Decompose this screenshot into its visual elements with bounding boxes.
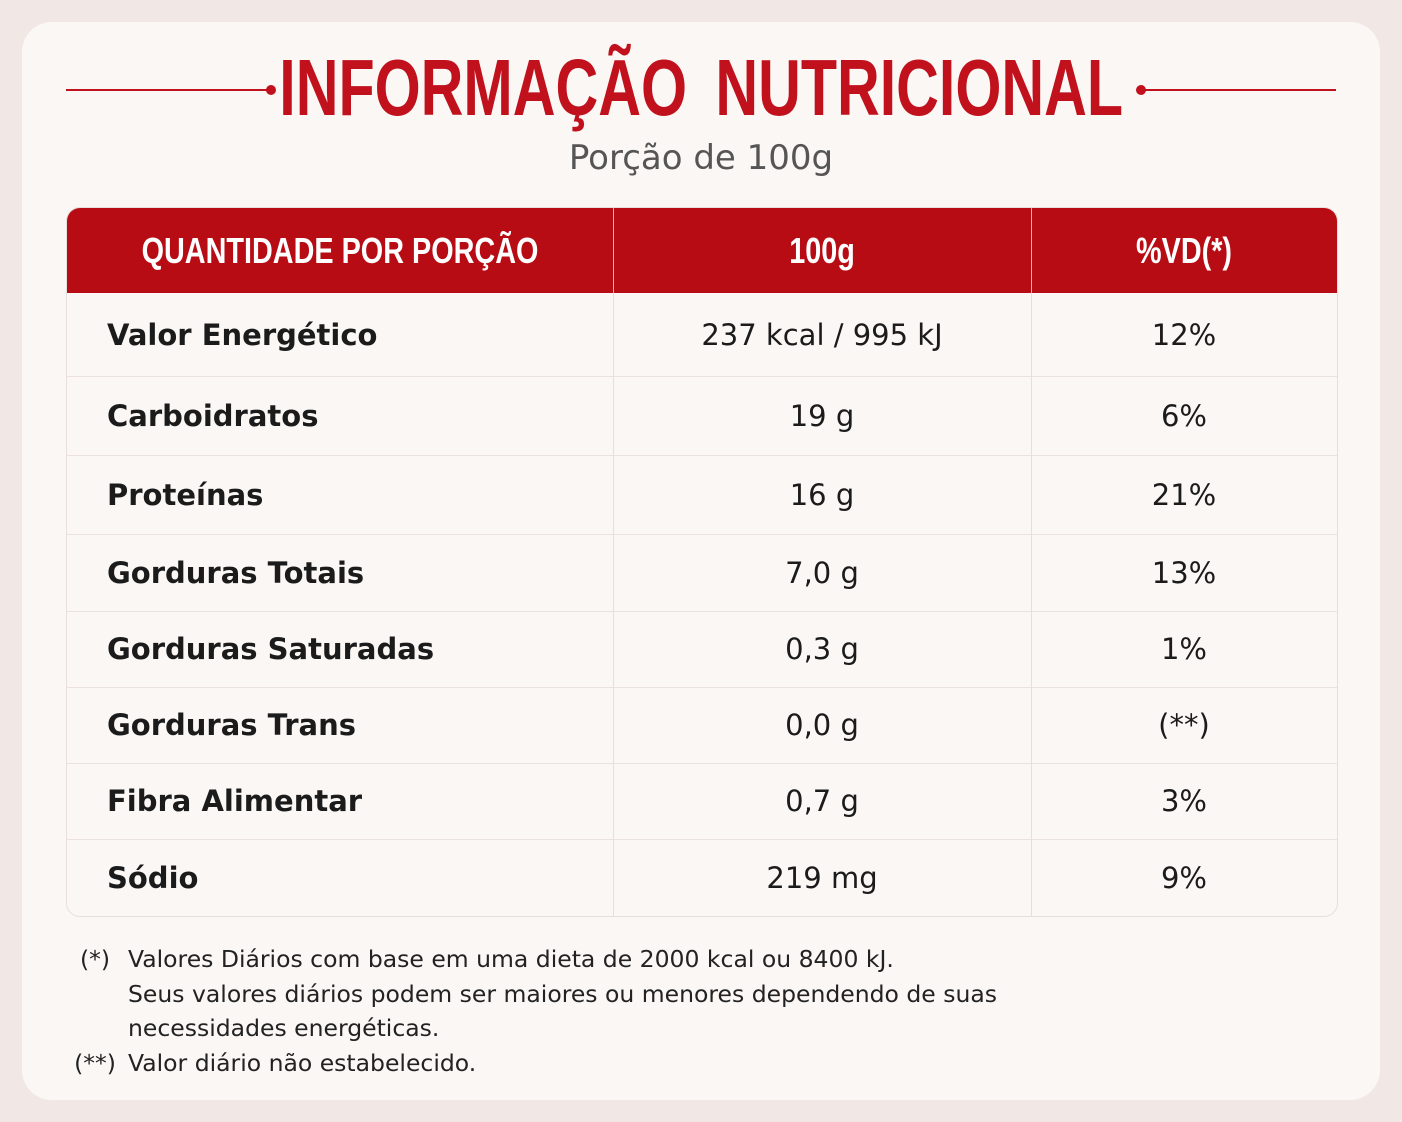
- nutrient-label: Fibra Alimentar: [107, 784, 363, 818]
- daily-value: 3%: [1160, 784, 1207, 818]
- subtitle: Porção de 100g: [568, 138, 834, 178]
- row-divider: [67, 534, 1337, 535]
- amount: 0,3 g: [785, 632, 859, 666]
- nutrient-label: Gorduras Saturadas: [107, 632, 435, 666]
- footnote-text: Valores Diários com base em uma dieta de…: [128, 945, 894, 973]
- amount: 19 g: [789, 398, 855, 433]
- row-divider: [67, 839, 1337, 840]
- title-rule: [66, 89, 270, 91]
- amount: 0,0 g: [785, 708, 859, 742]
- row-divider: [67, 455, 1337, 456]
- header-text: %VD(*): [1135, 230, 1232, 271]
- daily-value: 21%: [1151, 477, 1217, 512]
- footnote-marker: (**): [74, 1048, 116, 1077]
- amount: 237 kcal / 995 kJ: [701, 317, 943, 352]
- daily-value: (**): [1158, 708, 1210, 742]
- nutrient-label: Carboidratos: [107, 398, 319, 433]
- title-rule: [1140, 89, 1336, 91]
- header-divider: [613, 208, 614, 293]
- header-text: QUANTIDADE POR PORÇÃO: [141, 230, 539, 271]
- header-cell: 100g: [613, 208, 1031, 293]
- nutrient-label: Valor Energético: [107, 317, 378, 352]
- daily-value: 13%: [1151, 555, 1217, 590]
- amount: 219 mg: [766, 860, 878, 895]
- row-divider: [67, 687, 1337, 688]
- header-text: 100g: [789, 230, 855, 271]
- daily-value: 12%: [1151, 317, 1217, 352]
- footnote-marker: (*): [79, 945, 111, 973]
- nutrient-label: Gorduras Totais: [107, 555, 365, 590]
- header-cell: QUANTIDADE POR PORÇÃO: [67, 208, 613, 293]
- nutrient-label: Sódio: [107, 860, 199, 895]
- nutrition-table: QUANTIDADE POR PORÇÃO 100g %VD(*) Valor Ene…: [66, 207, 1338, 917]
- daily-value: 9%: [1160, 860, 1207, 895]
- amount: 16 g: [789, 477, 855, 512]
- nutrient-label: Proteínas: [107, 477, 264, 512]
- title: INFORMAÇÃO NUTRICIONAL: [0, 42, 1402, 134]
- row-divider: [67, 611, 1337, 612]
- title-text: INFORMAÇÃO NUTRICIONAL: [279, 43, 1123, 132]
- daily-value: 6%: [1160, 398, 1207, 433]
- nutrient-label: Gorduras Trans: [107, 708, 357, 742]
- amount: 0,7 g: [785, 784, 859, 818]
- column-divider: [1031, 208, 1032, 916]
- title-dot: [266, 85, 276, 95]
- footnote-text: Seus valores diários podem ser maiores o…: [128, 979, 998, 1008]
- footnote-text: necessidades energéticas.: [128, 1014, 440, 1042]
- footnote-text: Valor diário não estabelecido.: [128, 1048, 477, 1077]
- header-divider: [1031, 208, 1032, 293]
- row-divider: [67, 763, 1337, 764]
- amount: 7,0 g: [785, 555, 859, 590]
- column-divider: [613, 208, 614, 916]
- header-cell: %VD(*): [1031, 208, 1337, 293]
- row-divider: [67, 376, 1337, 377]
- daily-value: 1%: [1160, 632, 1207, 666]
